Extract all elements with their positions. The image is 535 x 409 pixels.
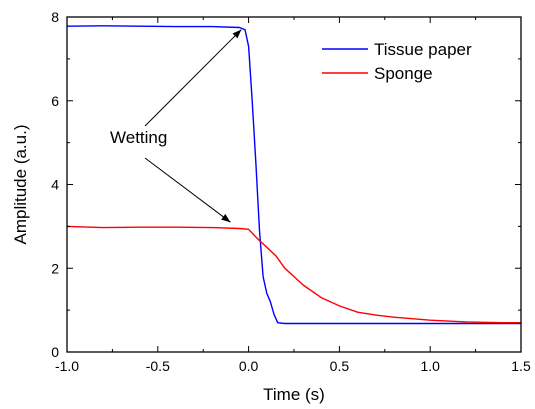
ticks-layer: -1.0 -0.5 0.0 0.5 1.0 1.5 0 2 4 6 8 — [51, 9, 531, 374]
legend: Tissue paper Sponge — [322, 40, 472, 83]
x-tick-label: 1.0 — [420, 358, 440, 374]
annotation-arrow-line — [144, 29, 242, 127]
annotation-arrow-line — [144, 157, 231, 223]
x-tick-label: 0.0 — [239, 358, 259, 374]
annotation-arrowhead — [232, 29, 242, 39]
y-axis-title: Amplitude (a.u.) — [11, 125, 30, 245]
series-line-tissue-paper — [66, 25, 521, 325]
annotation-arrowhead — [221, 213, 231, 223]
plot-frame — [66, 16, 522, 353]
x-axis-title: Time (s) — [263, 385, 325, 404]
annotation-layer: Wetting — [110, 29, 242, 223]
y-tick-label: 6 — [51, 93, 59, 109]
annotation-wetting: Wetting — [110, 128, 167, 147]
legend-label-sponge: Sponge — [374, 64, 433, 83]
y-tick-label: 2 — [51, 260, 59, 276]
y-tick-label: 4 — [51, 177, 59, 193]
x-tick-label: 1.5 — [511, 358, 531, 374]
y-tick-label: 8 — [51, 9, 59, 25]
plot-series-layer — [66, 25, 521, 325]
x-tick-label: -1.0 — [55, 358, 79, 374]
y-tick-label: 0 — [51, 344, 59, 360]
x-tick-label: 0.5 — [330, 358, 350, 374]
x-tick-label: -0.5 — [146, 358, 170, 374]
legend-label-tissue-paper: Tissue paper — [374, 40, 472, 59]
series-line-sponge — [66, 225, 521, 324]
